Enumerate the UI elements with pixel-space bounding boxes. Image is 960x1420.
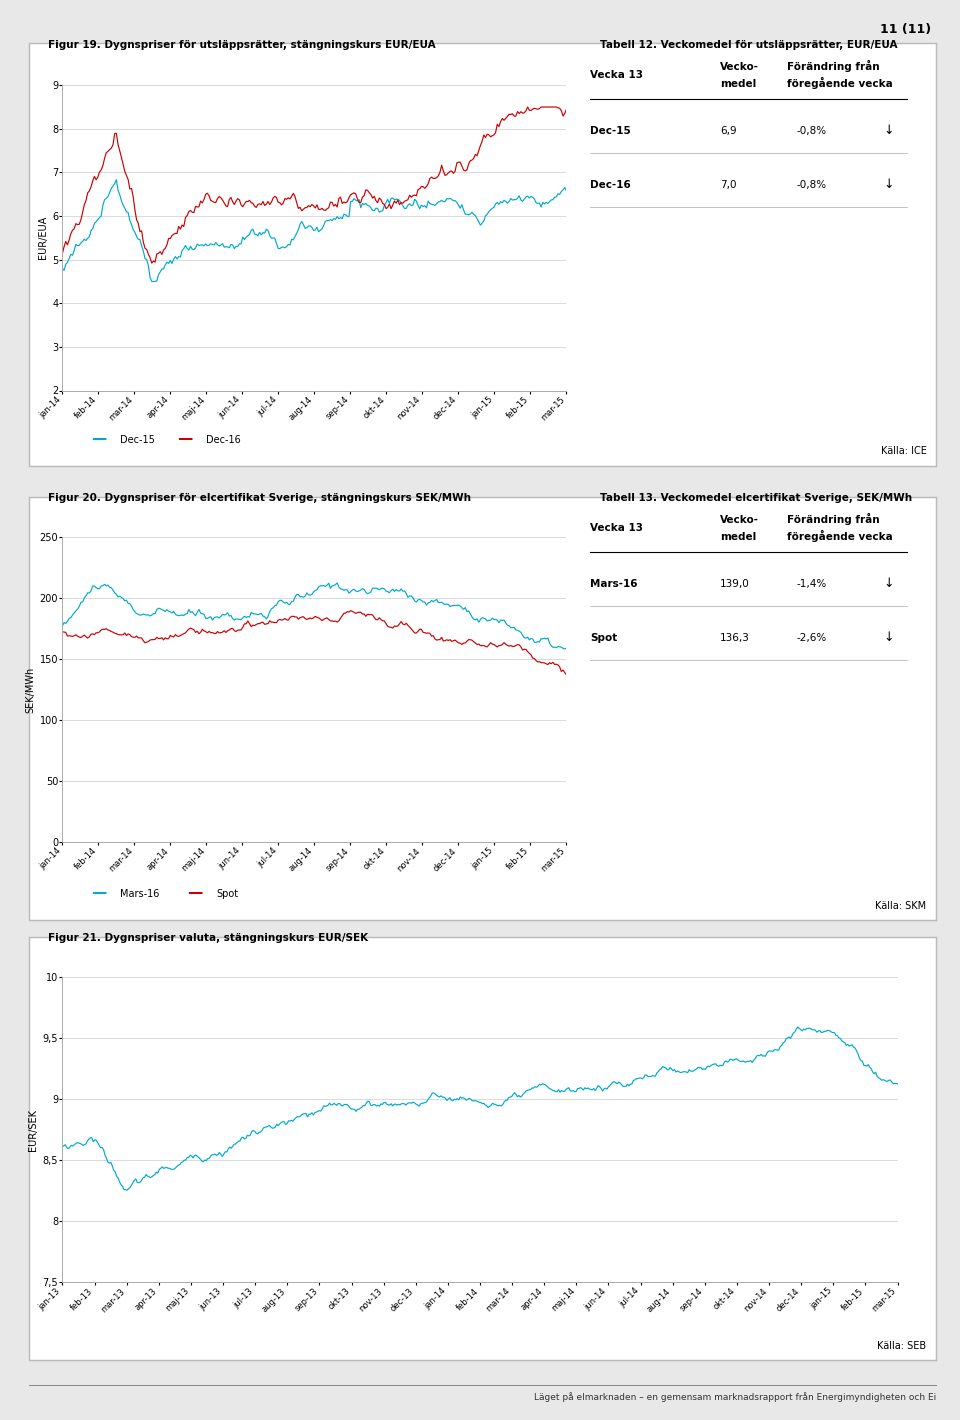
Text: —: —: [91, 886, 107, 900]
Text: Källa: ICE: Källa: ICE: [880, 446, 926, 456]
Text: Vecko-: Vecko-: [720, 61, 759, 71]
Text: ↓: ↓: [883, 578, 894, 591]
Text: Vecka 13: Vecka 13: [590, 70, 643, 80]
Text: medel: medel: [720, 531, 756, 541]
Text: ↓: ↓: [883, 632, 894, 645]
Text: ↓: ↓: [883, 179, 894, 192]
Text: ↓: ↓: [883, 125, 894, 138]
Text: 11 (11): 11 (11): [880, 23, 931, 36]
Text: Dec-16: Dec-16: [206, 435, 241, 444]
Text: 6,9: 6,9: [720, 126, 736, 136]
Y-axis label: SEK/MWh: SEK/MWh: [26, 666, 36, 713]
Text: -2,6%: -2,6%: [797, 633, 828, 643]
Text: Dec-15: Dec-15: [120, 435, 155, 444]
Text: Mars-16: Mars-16: [590, 579, 637, 589]
Text: —: —: [187, 886, 203, 900]
Text: Källa: SKM: Källa: SKM: [876, 900, 926, 910]
Text: Dec-15: Dec-15: [590, 126, 631, 136]
Text: Mars-16: Mars-16: [120, 889, 159, 899]
Text: Figur 21. Dygnspriser valuta, stängningskurs EUR/SEK: Figur 21. Dygnspriser valuta, stängnings…: [48, 933, 368, 943]
Text: -0,8%: -0,8%: [797, 126, 827, 136]
Text: Figur 20. Dygnspriser för elcertifikat Sverige, stängningskurs SEK/MWh: Figur 20. Dygnspriser för elcertifikat S…: [48, 493, 471, 503]
Text: Vecko-: Vecko-: [720, 514, 759, 524]
Text: Förändring från: Förändring från: [787, 60, 879, 71]
Text: Dec-16: Dec-16: [590, 180, 631, 190]
Text: Spot: Spot: [216, 889, 238, 899]
Text: föregående vecka: föregående vecka: [787, 530, 893, 541]
Text: Läget på elmarknaden – en gemensam marknadsrapport från Energimyndigheten och Ei: Läget på elmarknaden – en gemensam markn…: [534, 1392, 936, 1402]
Text: —: —: [91, 432, 107, 446]
Text: Vecka 13: Vecka 13: [590, 523, 643, 532]
Text: Spot: Spot: [590, 633, 617, 643]
Text: Förändring från: Förändring från: [787, 513, 879, 524]
Text: —: —: [178, 432, 193, 446]
Text: 7,0: 7,0: [720, 180, 736, 190]
Text: -1,4%: -1,4%: [797, 579, 828, 589]
Text: 139,0: 139,0: [720, 579, 750, 589]
Text: Tabell 13. Veckomedel elcertifikat Sverige, SEK/MWh: Tabell 13. Veckomedel elcertifikat Sveri…: [600, 493, 912, 503]
Text: Figur 19. Dygnspriser för utsläppsrätter, stängningskurs EUR/EUA: Figur 19. Dygnspriser för utsläppsrätter…: [48, 40, 436, 50]
Y-axis label: EUR/SEK: EUR/SEK: [29, 1109, 38, 1150]
Text: -0,8%: -0,8%: [797, 180, 827, 190]
Text: 136,3: 136,3: [720, 633, 750, 643]
Text: föregående vecka: föregående vecka: [787, 77, 893, 88]
Text: medel: medel: [720, 78, 756, 88]
Text: Tabell 12. Veckomedel för utsläppsrätter, EUR/EUA: Tabell 12. Veckomedel för utsläppsrätter…: [600, 40, 898, 50]
Text: Källa: SEB: Källa: SEB: [877, 1340, 926, 1350]
Y-axis label: EUR/EUA: EUR/EUA: [37, 216, 48, 260]
